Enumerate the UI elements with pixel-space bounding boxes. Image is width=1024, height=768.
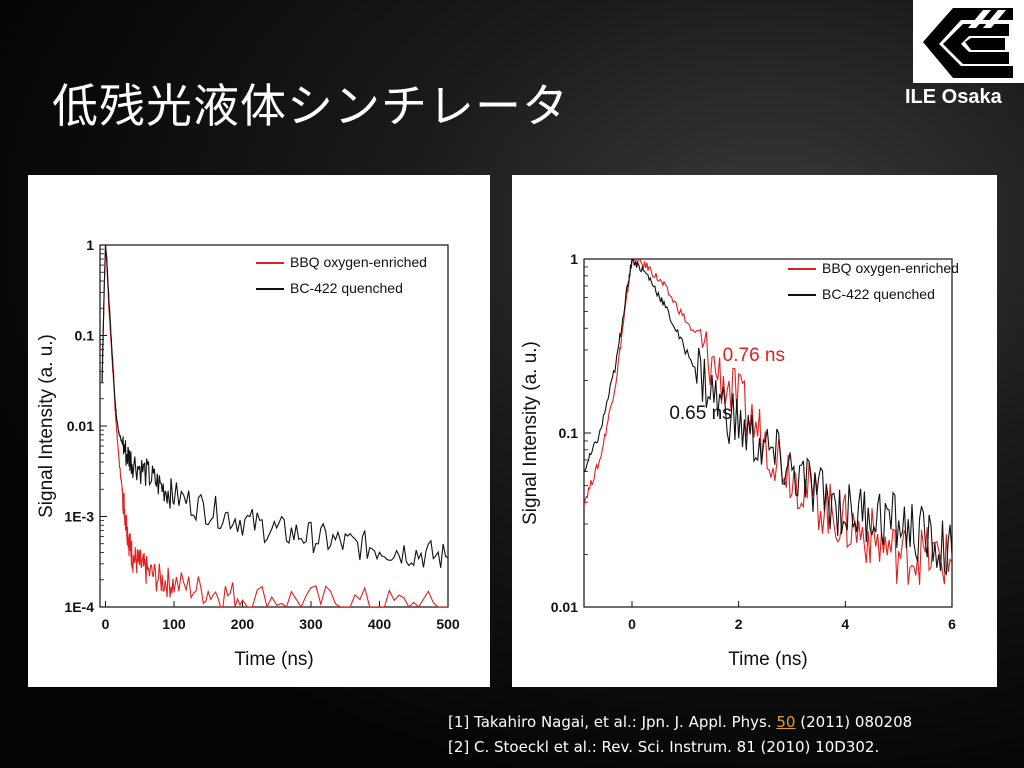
- x-axis-label: Time (ns): [728, 649, 808, 670]
- x-tick-label: 4: [841, 616, 849, 632]
- chart-panel-long-time: 0 100 200 300 400 500 1 0.1 0.01 1E-3 1E-4 Time (ns…: [28, 175, 490, 687]
- x-tick-label: 0: [628, 616, 636, 632]
- series-line-bc422: [101, 245, 448, 568]
- slide-title: 低残光液体シンチレータ: [52, 79, 569, 133]
- chart-short-time: 0 2 4 6 1 0.1 0.01 Time (ns) Signal Intensity (a…: [520, 251, 959, 670]
- reference-1: [1] Takahiro Nagai, et al.: Jpn. J. Appl…: [448, 710, 912, 735]
- legend-label: BC-422 quenched: [290, 280, 403, 296]
- y-axis-label: Signal Intensity (a. u.): [520, 341, 541, 525]
- x-tick-label: 100: [162, 616, 186, 632]
- y-tick-label: 0.01: [67, 418, 94, 434]
- legend-label: BBQ oxygen-enriched: [822, 260, 959, 276]
- y-axis-label: Signal Intensity (a. u.): [36, 334, 57, 518]
- y-tick-label: 0.1: [75, 328, 95, 344]
- x-tick-label: 2: [735, 616, 743, 632]
- legend-label: BBQ oxygen-enriched: [290, 254, 427, 270]
- logo-label: ILE Osaka: [905, 86, 1002, 108]
- y-tick-label: 1: [86, 237, 94, 253]
- y-tick-label: 0.1: [559, 425, 579, 441]
- y-tick-label: 1E-3: [64, 509, 94, 525]
- legend-label: BC-422 quenched: [822, 286, 935, 302]
- ile-logo-icon: [923, 8, 1013, 78]
- y-tick-label: 1: [570, 251, 578, 267]
- series-line-bc422: [584, 259, 952, 577]
- chart-panel-short-time: 0 2 4 6 1 0.1 0.01 Time (ns) Signal Intensity (a…: [512, 175, 997, 687]
- y-tick-label: 1E-4: [64, 599, 94, 615]
- references: [1] Takahiro Nagai, et al.: Jpn. J. Appl…: [448, 710, 912, 760]
- annotation-label: 0.65 ns: [669, 403, 731, 424]
- reference-1-text: [1] Takahiro Nagai, et al.: Jpn. J. Appl…: [448, 713, 772, 731]
- x-tick-label: 200: [231, 616, 255, 632]
- x-tick-label: 6: [948, 616, 956, 632]
- x-tick-label: 300: [299, 616, 323, 632]
- reference-2: [2] C. Stoeckl et al.: Rev. Sci. Instrum…: [448, 738, 880, 756]
- x-axis-label: Time (ns): [234, 649, 314, 670]
- reference-1-suffix: (2011) 080208: [800, 713, 913, 731]
- x-tick-label: 400: [368, 616, 392, 632]
- x-tick-label: 500: [436, 616, 460, 632]
- x-tick-label: 0: [102, 616, 110, 632]
- reference-1-volume-link[interactable]: 50: [776, 713, 796, 731]
- y-tick-label: 0.01: [551, 599, 578, 615]
- annotation-label: 0.76 ns: [723, 345, 785, 366]
- chart-long-time: 0 100 200 300 400 500 1 0.1 0.01 1E-3 1E-4 Time (ns…: [36, 237, 460, 670]
- ile-logo: [913, 0, 1024, 83]
